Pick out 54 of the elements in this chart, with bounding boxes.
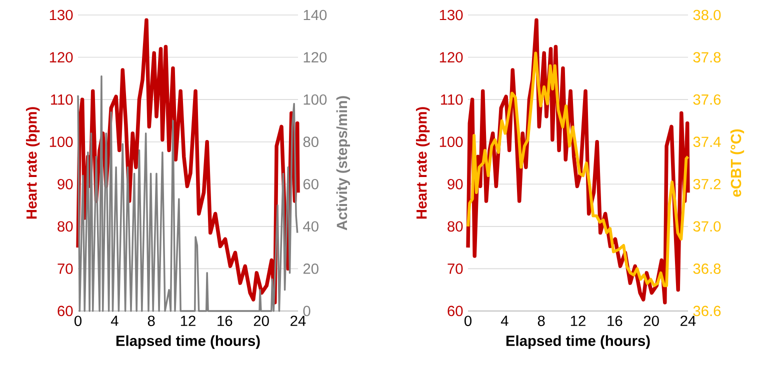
y-tick-label: 60 xyxy=(448,306,463,316)
y-tick-label: 80 xyxy=(448,221,463,232)
x-tick-label: 12 xyxy=(570,316,586,326)
x-axis-title: Elapsed time (hours) xyxy=(506,335,650,349)
x-tick-label: 24 xyxy=(290,316,306,326)
x-tick-label: 8 xyxy=(148,316,155,326)
y2-tick-label: 20 xyxy=(303,264,318,274)
y-tick-label: 120 xyxy=(50,52,73,62)
y2-tick-label: 60 xyxy=(303,178,318,190)
y2-tick-label: 36.8 xyxy=(693,264,721,274)
y2-tick-label: 80 xyxy=(303,136,318,148)
y2-axis-title: Activity (steps/min) xyxy=(336,96,350,230)
y2-tick-label: 37.2 xyxy=(693,178,721,190)
y2-tick-label: 40 xyxy=(303,221,318,232)
y-tick-label: 70 xyxy=(448,264,463,274)
y-tick-label: 120 xyxy=(440,52,463,62)
y-tick-label: 100 xyxy=(50,136,73,148)
line-series xyxy=(77,75,298,312)
y2-tick-label: 36.6 xyxy=(693,306,721,316)
y-tick-label: 90 xyxy=(448,178,463,190)
x-tick-label: 12 xyxy=(180,316,196,326)
x-tick-label: 8 xyxy=(538,316,545,326)
y-tick-label: 80 xyxy=(58,221,73,232)
y2-tick-label: 100 xyxy=(304,94,327,105)
x-tick-label: 16 xyxy=(608,316,622,326)
y2-tick-label: 37.6 xyxy=(693,94,721,105)
y-tick-label: 100 xyxy=(440,136,463,148)
y2-tick-label: 38.0 xyxy=(693,10,721,20)
y-axis-title: Heart rate (bpm) xyxy=(416,107,430,219)
x-tick-label: 4 xyxy=(500,316,508,326)
y-tick-label: 60 xyxy=(58,306,73,316)
y2-tick-label: 140 xyxy=(304,10,327,20)
y-tick-label: 130 xyxy=(50,10,73,20)
line-series xyxy=(466,52,690,288)
y2-tick-label: 37.8 xyxy=(693,52,721,62)
y2-tick-label: 37.0 xyxy=(693,221,721,232)
y2-tick-label: 120 xyxy=(304,52,327,62)
x-tick-label: 16 xyxy=(218,316,232,326)
x-tick-label: 20 xyxy=(644,316,659,326)
y-axis-title: Heart rate (bpm) xyxy=(26,107,40,219)
x-tick-label: 24 xyxy=(680,316,696,326)
x-tick-label: 0 xyxy=(464,316,472,326)
y-tick-label: 130 xyxy=(440,10,463,20)
x-tick-label: 4 xyxy=(110,316,118,326)
y-tick-label: 70 xyxy=(58,264,73,274)
x-tick-label: 0 xyxy=(74,316,82,326)
y-tick-label: 90 xyxy=(58,178,73,190)
y2-tick-label: 37.4 xyxy=(693,136,721,148)
y2-axis-title: eCBT (°C) xyxy=(730,129,744,197)
x-tick-label: 20 xyxy=(254,316,269,326)
y-tick-label: 110 xyxy=(51,94,73,105)
y-tick-label: 110 xyxy=(441,94,463,105)
y2-tick-label: 0 xyxy=(303,306,310,316)
x-axis-title: Elapsed time (hours) xyxy=(116,335,260,349)
